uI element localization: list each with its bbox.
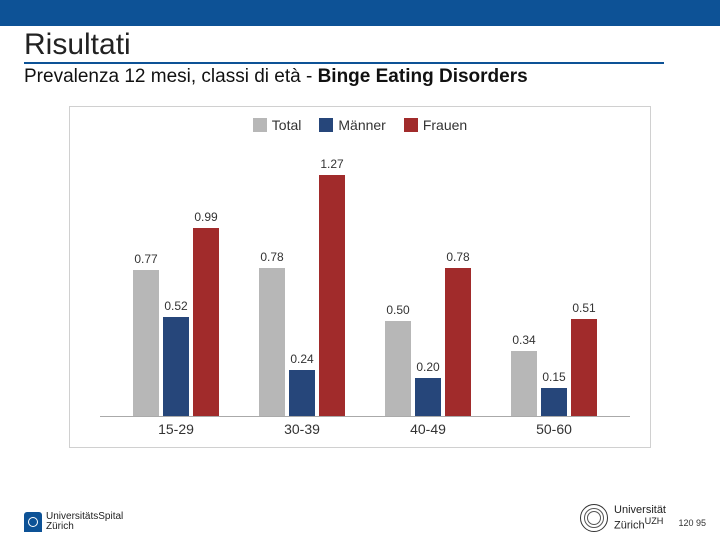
legend-swatch — [253, 118, 267, 132]
legend-swatch — [319, 118, 333, 132]
usz-icon — [24, 512, 42, 532]
bar-value-label: 0.78 — [260, 250, 283, 264]
uzh-text: Universität ZürichUZH — [614, 505, 666, 532]
bar: 1.27 — [319, 175, 345, 416]
x-axis-label: 50-60 — [504, 421, 604, 437]
bar-value-label: 0.78 — [446, 250, 469, 264]
bar: 0.51 — [571, 319, 597, 416]
bar-group: 0.500.200.78 — [378, 268, 478, 416]
subtitle-bold: Binge Eating Disorders — [318, 66, 528, 87]
uzh-suffix: UZH — [645, 516, 664, 526]
bar: 0.50 — [385, 321, 411, 416]
bar: 0.78 — [445, 268, 471, 416]
subtitle-plain: Prevalenza 12 mesi, classi di età - — [24, 66, 318, 87]
legend-item: Total — [253, 117, 302, 133]
bar-group: 0.770.520.99 — [126, 228, 226, 416]
bar: 0.20 — [415, 378, 441, 416]
logo-uzh: Universität ZürichUZH — [580, 504, 666, 532]
uzh-seal-icon — [580, 504, 608, 532]
bar: 0.77 — [133, 270, 159, 416]
logo-usz: UniversitätsSpital Zürich — [24, 512, 123, 532]
bar: 0.99 — [193, 228, 219, 416]
slide-footer: UniversitätsSpital Zürich Universität Zü… — [0, 502, 720, 532]
x-axis-label: 30-39 — [252, 421, 352, 437]
usz-text: UniversitätsSpital Zürich — [46, 512, 123, 532]
x-axis-label: 40-49 — [378, 421, 478, 437]
chart-container: TotalMännerFrauen 0.770.520.990.780.241.… — [69, 106, 651, 448]
bar-value-label: 0.20 — [416, 360, 439, 374]
chart-x-labels: 15-29 30-39 40-49 50-60 — [100, 421, 630, 441]
bar-value-label: 0.99 — [194, 210, 217, 224]
legend-label: Männer — [338, 117, 385, 133]
bar: 0.15 — [541, 388, 567, 417]
x-axis-label: 15-29 — [126, 421, 226, 437]
page-subtitle: Prevalenza 12 mesi, classi di età - Bing… — [24, 64, 720, 88]
uzh-line1: Universität — [614, 504, 666, 516]
legend-label: Total — [272, 117, 302, 133]
legend-label: Frauen — [423, 117, 467, 133]
page-number: 120 95 — [678, 518, 706, 528]
page-title: Risultati — [24, 26, 664, 64]
bar-value-label: 0.50 — [386, 303, 409, 317]
chart-plot-area: 0.770.520.990.780.241.270.500.200.780.34… — [100, 151, 630, 417]
title-block: Risultati Prevalenza 12 mesi, classi di … — [0, 26, 720, 88]
bar: 0.52 — [163, 317, 189, 416]
bar: 0.78 — [259, 268, 285, 416]
bar-value-label: 0.52 — [164, 299, 187, 313]
chart-legend: Total Männer Frauen — [70, 107, 650, 137]
legend-swatch — [404, 118, 418, 132]
bar: 0.24 — [289, 370, 315, 416]
bar: 0.34 — [511, 351, 537, 416]
usz-line2: Zürich — [46, 521, 74, 532]
bar-value-label: 0.77 — [134, 252, 157, 266]
bar-group: 0.780.241.27 — [252, 175, 352, 416]
bar-value-label: 0.24 — [290, 352, 313, 366]
uzh-line2: Zürich — [614, 519, 645, 531]
legend-item: Frauen — [404, 117, 467, 133]
top-bar — [0, 0, 720, 26]
bar-value-label: 0.15 — [542, 370, 565, 384]
bar-group: 0.340.150.51 — [504, 319, 604, 416]
bar-value-label: 1.27 — [320, 157, 343, 171]
bar-value-label: 0.34 — [512, 333, 535, 347]
legend-item: Männer — [319, 117, 385, 133]
bar-value-label: 0.51 — [572, 301, 595, 315]
